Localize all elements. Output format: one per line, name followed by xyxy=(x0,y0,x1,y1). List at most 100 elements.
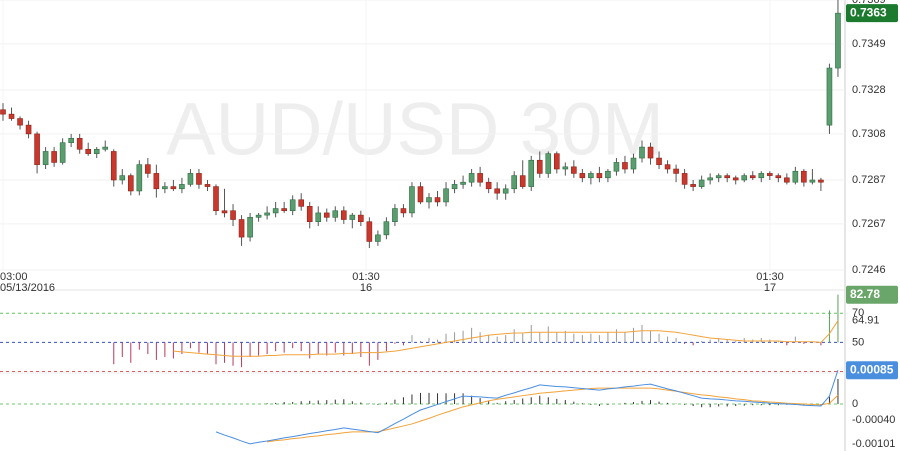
candle-body xyxy=(511,175,518,190)
y-tick-label: 50 xyxy=(852,336,864,348)
candle-body xyxy=(349,214,356,220)
candle-body xyxy=(170,186,177,190)
price-badge xyxy=(846,285,898,304)
candle-body xyxy=(519,175,526,187)
candle-body xyxy=(17,118,23,126)
candle-body xyxy=(528,159,535,187)
candle-body xyxy=(664,164,671,170)
candle-body xyxy=(315,212,322,223)
candle-body xyxy=(647,146,654,159)
macd-line xyxy=(215,370,839,445)
y-tick-label: 0.7267 xyxy=(852,218,886,230)
price-badge-label: 0.00085 xyxy=(850,362,894,376)
price-badge-label: 82.78 xyxy=(850,287,880,301)
x-date-label: 16 xyxy=(360,282,372,294)
candle-body xyxy=(502,188,509,194)
x-tick-label: 03:00 xyxy=(0,271,28,283)
candle-body xyxy=(59,142,66,163)
candle-body xyxy=(281,208,287,212)
candle-body xyxy=(136,164,143,192)
candle-body xyxy=(809,179,816,183)
y-tick-label: 0.7349 xyxy=(852,38,886,50)
y-tick-label: 0 xyxy=(852,398,858,410)
candle-body xyxy=(306,206,313,223)
candle-body xyxy=(68,137,74,143)
candle-body xyxy=(298,199,305,207)
candle-body xyxy=(409,186,415,214)
candle-body xyxy=(698,179,705,187)
candle-body xyxy=(8,113,15,119)
candle-body xyxy=(400,208,407,214)
candle-body xyxy=(792,170,799,183)
candle-body xyxy=(494,188,500,194)
candle-body xyxy=(613,162,620,172)
candle-body xyxy=(332,210,339,218)
candle-body xyxy=(128,175,134,192)
candle-body xyxy=(85,148,91,154)
candle-body xyxy=(51,151,57,163)
candle-body xyxy=(451,184,458,190)
price-badge xyxy=(846,361,898,380)
candle-body xyxy=(383,221,390,236)
candle-body xyxy=(323,212,330,218)
y-tick-label: 0.7308 xyxy=(852,128,886,140)
candle-body xyxy=(272,208,279,214)
candle-body xyxy=(571,166,577,174)
y-tick-label: 0.7287 xyxy=(852,174,886,186)
candle-body xyxy=(102,146,109,150)
candle-body xyxy=(622,162,628,170)
y-tick-label: 70 xyxy=(852,307,864,319)
candle-body xyxy=(766,173,773,176)
x-date-label: 17 xyxy=(764,282,776,294)
candle-body xyxy=(741,175,748,181)
x-tick-label: 01:30 xyxy=(756,271,784,283)
candle-body xyxy=(545,153,552,174)
ma-value-label: 64.91 xyxy=(852,315,880,327)
candle-body xyxy=(25,124,32,135)
candle-body xyxy=(485,181,492,190)
candle-body xyxy=(460,181,466,185)
candle-body xyxy=(42,151,49,165)
candle-body xyxy=(434,197,441,203)
candle-body xyxy=(392,208,398,223)
candle-body xyxy=(732,177,739,181)
candle-body xyxy=(673,168,679,174)
candle-body xyxy=(93,148,100,154)
x-tick-label: 01:30 xyxy=(352,271,380,283)
candle-body xyxy=(196,173,202,185)
candle-body xyxy=(204,184,211,187)
candle-body xyxy=(826,67,833,126)
y-tick-label: 0.7246 xyxy=(852,264,886,276)
candle-body xyxy=(110,151,117,181)
candle-body xyxy=(179,184,185,190)
candle-body xyxy=(230,210,236,220)
candle-body xyxy=(588,173,594,179)
candle-body xyxy=(630,157,637,170)
y-tick-label: -0.00040 xyxy=(852,414,895,426)
candle-body xyxy=(153,173,160,190)
signal-line xyxy=(267,387,839,443)
candle-body xyxy=(76,137,83,150)
candle-body xyxy=(605,170,611,179)
candle-body xyxy=(443,188,449,203)
watermark: AUD/USD 30M xyxy=(166,88,664,171)
candle-body xyxy=(775,175,782,179)
candle-body xyxy=(238,219,245,238)
candle-body xyxy=(477,173,483,183)
candle-body xyxy=(119,175,126,181)
candle-body xyxy=(375,234,381,242)
candle-body xyxy=(417,186,424,203)
candle-body xyxy=(562,166,569,170)
candle-body xyxy=(0,109,6,115)
candle-body xyxy=(264,212,270,216)
y-tick-label: -0.00101 xyxy=(852,438,895,450)
candle-body xyxy=(579,173,586,179)
candle-body xyxy=(221,210,228,214)
candle-body xyxy=(801,170,807,183)
price-badge xyxy=(846,4,898,23)
candle-body xyxy=(255,214,262,218)
candle-body xyxy=(213,186,219,212)
candle-body xyxy=(358,214,364,223)
candle-body xyxy=(247,217,253,238)
